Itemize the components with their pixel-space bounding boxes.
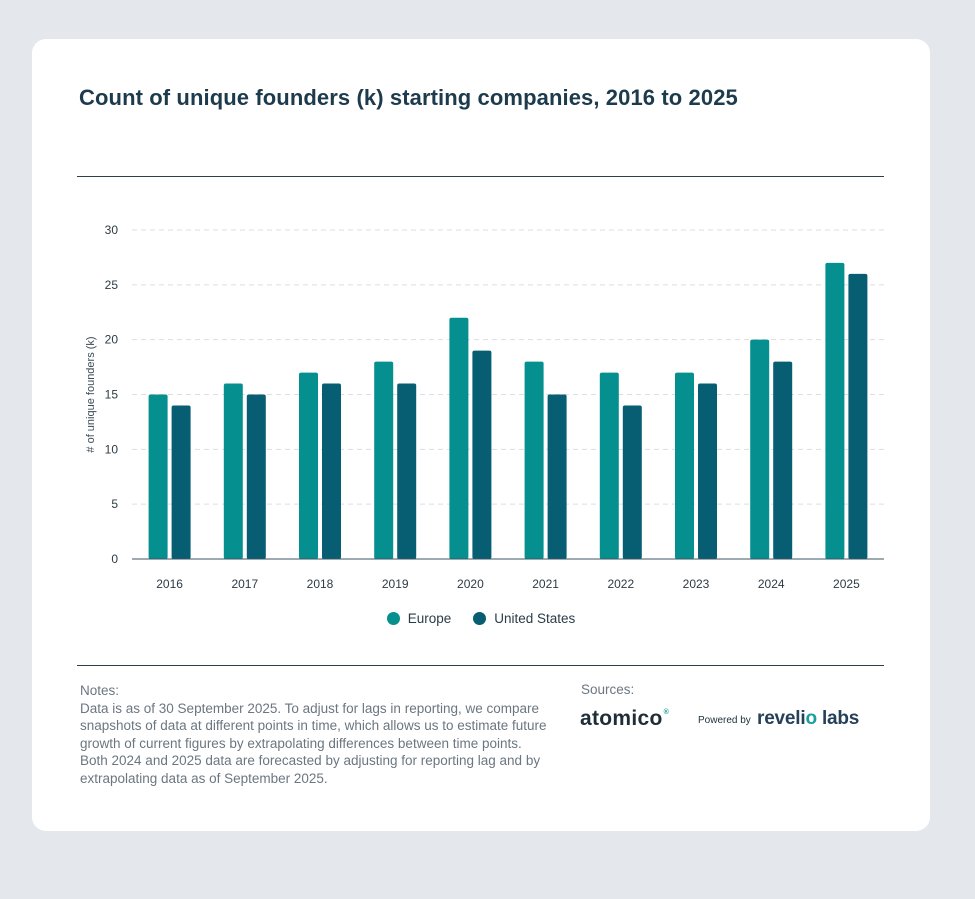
revelio-wordmark-a: reveli xyxy=(757,708,806,729)
bar-europe-2019 xyxy=(374,361,394,559)
bar-europe-2016 xyxy=(148,394,168,559)
x-tick-2019: 2019 xyxy=(382,577,409,591)
bar-united-states-2018 xyxy=(322,383,341,559)
y-axis-label: # of unique founders (k) xyxy=(85,336,97,452)
notes: Notes: Data is as of 30 September 2025. … xyxy=(80,682,550,787)
bar-europe-2021 xyxy=(524,361,544,559)
x-tick-2020: 2020 xyxy=(457,577,484,591)
atomico-registered-mark: ® xyxy=(663,709,670,716)
x-tick-2024: 2024 xyxy=(758,577,785,591)
chart-card: Count of unique founders (k) starting co… xyxy=(32,39,930,831)
legend-label-united-states: United States xyxy=(494,611,576,626)
x-tick-2022: 2022 xyxy=(607,577,634,591)
bar-united-states-2025 xyxy=(848,273,868,559)
x-tick-2017: 2017 xyxy=(231,577,258,591)
powered-by-label: Powered by xyxy=(698,715,751,726)
bar-europe-2024 xyxy=(750,339,770,559)
bar-united-states-2024 xyxy=(773,361,793,559)
bar-united-states-2023 xyxy=(698,383,717,559)
y-tick-20: 20 xyxy=(105,333,119,347)
bar-europe-2023 xyxy=(675,372,694,559)
atomico-logo[interactable]: atomico® xyxy=(580,707,669,731)
revelio-labs-logo[interactable]: revelio labs xyxy=(757,708,859,730)
bar-europe-2017 xyxy=(223,383,243,559)
y-tick-5: 5 xyxy=(111,497,118,511)
notes-heading: Notes: xyxy=(80,683,120,698)
x-tick-2016: 2016 xyxy=(156,577,183,591)
x-tick-2023: 2023 xyxy=(683,577,710,591)
legend-swatch-europe xyxy=(386,612,400,625)
y-tick-0: 0 xyxy=(111,552,118,566)
x-tick-2021: 2021 xyxy=(532,577,559,591)
bar-united-states-2021 xyxy=(547,394,567,559)
y-tick-10: 10 xyxy=(105,442,119,456)
bar-united-states-2017 xyxy=(246,394,266,559)
legend: Europe United States xyxy=(32,611,930,626)
y-tick-25: 25 xyxy=(105,278,119,292)
y-tick-30: 30 xyxy=(105,223,119,237)
bar-europe-2025 xyxy=(825,262,845,559)
legend-swatch-united-states xyxy=(473,612,487,625)
atomico-wordmark: atomico xyxy=(580,707,663,730)
bar-europe-2020 xyxy=(449,317,469,559)
revelio-wordmark-b: labs xyxy=(816,708,860,729)
legend-item-europe[interactable]: Europe xyxy=(386,611,452,626)
y-tick-15: 15 xyxy=(105,388,119,402)
bar-europe-2018 xyxy=(299,372,318,559)
legend-item-united-states[interactable]: United States xyxy=(473,611,575,626)
bottom-divider xyxy=(77,665,884,666)
bars xyxy=(148,262,868,559)
chart-title: Count of unique founders (k) starting co… xyxy=(79,85,738,110)
revelio-wordmark-dot: o xyxy=(805,708,817,729)
bar-united-states-2016 xyxy=(171,405,191,559)
y-tick-labels: 0 5 10 15 20 25 30 xyxy=(105,223,119,566)
x-tick-labels: 2016 2017 2018 2019 2020 2021 2022 2023 2024 2025 xyxy=(156,577,860,591)
x-tick-2025: 2025 xyxy=(833,577,860,591)
x-tick-2018: 2018 xyxy=(307,577,334,591)
bar-united-states-2022 xyxy=(622,405,642,559)
bar-europe-2022 xyxy=(599,372,619,559)
top-divider xyxy=(77,176,884,177)
bar-united-states-2019 xyxy=(397,383,417,559)
sources-heading: Sources: xyxy=(581,682,635,697)
notes-text: Data is as of 30 September 2025. To adju… xyxy=(80,700,547,786)
bar-united-states-2020 xyxy=(472,350,492,559)
legend-label-europe: Europe xyxy=(407,611,452,626)
grid-lines xyxy=(132,229,884,505)
